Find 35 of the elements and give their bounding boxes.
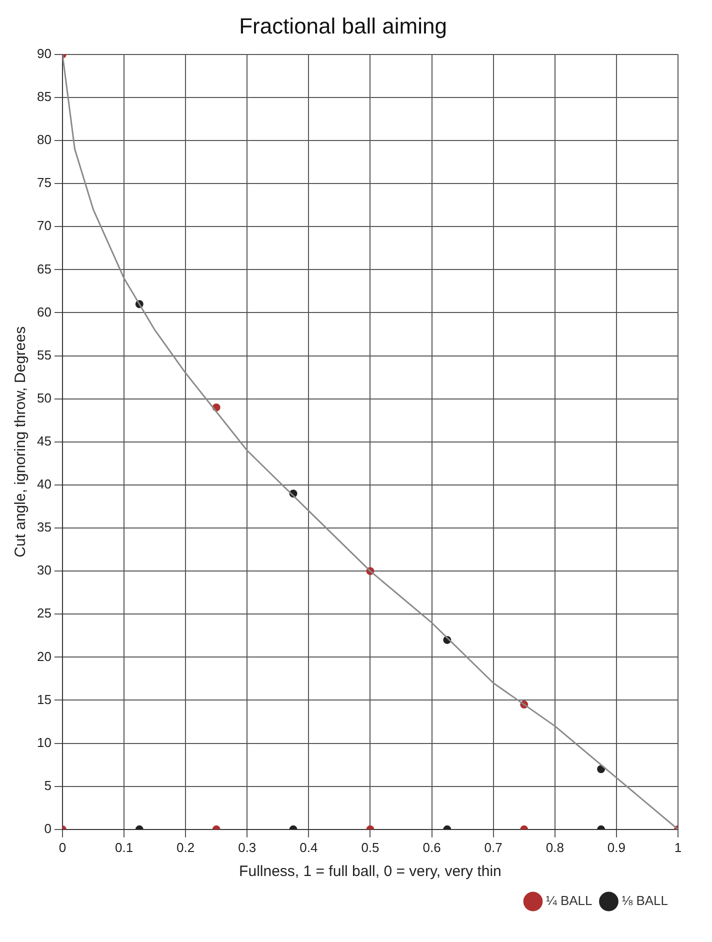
x-tick-label: 0	[58, 840, 66, 855]
x-tick-label: 0.7	[484, 840, 502, 855]
x-tick-label: 0.9	[607, 840, 626, 855]
y-tick-label: 50	[36, 390, 52, 406]
y-tick-label: 0	[44, 820, 52, 836]
y-tick-label: 60	[36, 304, 52, 320]
legend-label: ¼ BALL	[546, 893, 592, 908]
y-tick-label: 75	[36, 175, 52, 190]
x-tick-label: 1	[674, 840, 682, 855]
y-tick-label: 55	[36, 347, 52, 362]
x-tick-label: 0.3	[238, 840, 256, 855]
y-tick-label: 90	[36, 46, 52, 61]
y-tick-label: 15	[36, 692, 52, 707]
x-tick-label: 0.6	[422, 840, 441, 855]
y-tick-label: 40	[36, 476, 52, 492]
x-tick-label: 0.4	[300, 840, 318, 855]
y-tick-label: 70	[36, 218, 52, 234]
y-tick-label: 45	[36, 433, 52, 448]
x-tick-label: 0.5	[361, 840, 380, 855]
y-tick-label: 85	[36, 89, 52, 104]
x-axis-title: Fullness, 1 = full ball, 0 = very, very thin	[239, 863, 502, 880]
y-tick-label: 20	[36, 648, 52, 664]
y-tick-label: 35	[36, 520, 52, 535]
y-tick-label: 25	[36, 606, 52, 621]
chart-title: Fractional ball aiming	[239, 13, 447, 38]
y-tick-label: 30	[36, 562, 52, 578]
y-tick-label: 80	[36, 132, 52, 148]
y-tick-label: 65	[36, 261, 52, 276]
x-tick-label: 0.2	[176, 840, 195, 855]
x-tick-label: 0.8	[546, 840, 564, 855]
y-tick-label: 5	[44, 778, 52, 793]
y-tick-label: 10	[36, 734, 52, 750]
y-axis-title: Cut angle, ignoring throw, Degrees	[12, 326, 30, 558]
x-tick-label: 0.1	[114, 840, 134, 855]
legend-label: ⅛ BALL	[622, 893, 668, 908]
